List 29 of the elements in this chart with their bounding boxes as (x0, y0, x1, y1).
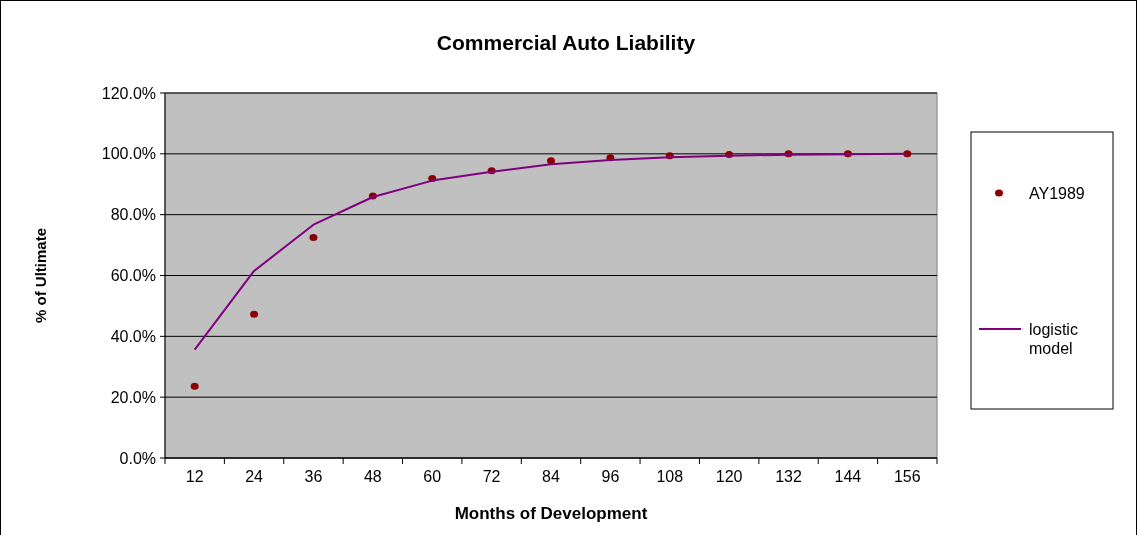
y-tick-label: 0.0% (119, 449, 156, 467)
chart-title: Commercial Auto Liability (436, 31, 696, 54)
legend-label: logistic model (1029, 320, 1078, 357)
x-tick-label: 72 (482, 468, 501, 485)
x-tick-label: 96 (601, 468, 620, 485)
x-tick-label: 120 (715, 468, 743, 485)
legend-label: AY1989 (1029, 184, 1085, 202)
x-tick-label: 60 (423, 468, 442, 485)
y-tick-label: 120.0% (101, 84, 156, 102)
x-tick-label: 36 (304, 468, 323, 485)
y-tick-label: 20.0% (110, 388, 156, 406)
point (309, 233, 318, 241)
x-tick-label: 156 (893, 468, 921, 485)
x-tick-label: 84 (542, 468, 560, 485)
x-tick-label: 132 (775, 468, 802, 485)
x-tick-label: 24 (245, 468, 264, 485)
x-tick-label: 108 (656, 468, 684, 485)
x-tick-label: 48 (363, 468, 382, 485)
y-axis-title: % of Ultimate (32, 227, 49, 324)
x-tick-label: 12 (185, 468, 204, 485)
y-tick-label: 80.0% (110, 206, 156, 224)
x-tick-label: 144 (834, 468, 862, 485)
y-tick-label: 60.0% (110, 267, 156, 285)
x-axis-title: Months of Development (454, 504, 648, 523)
point (190, 382, 199, 390)
y-tick-label: 100.0% (101, 145, 156, 163)
point (250, 310, 259, 318)
y-tick-label: 40.0% (110, 327, 156, 345)
point (547, 157, 555, 165)
